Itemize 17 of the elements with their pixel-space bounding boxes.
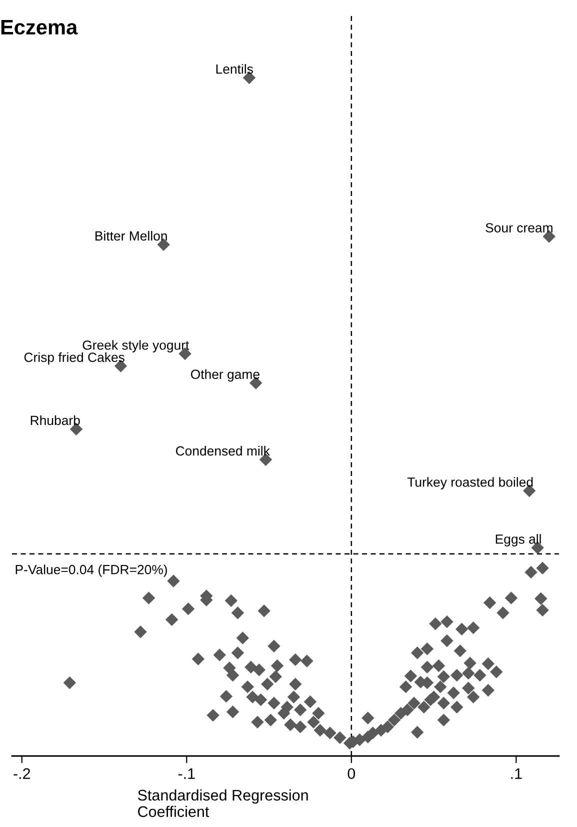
x-tick-label: 0: [348, 768, 356, 780]
x-tick-label: -.2: [14, 768, 30, 779]
x-axis-title: Standardised Regression Coefficient: [138, 789, 308, 818]
annotation: Crisp fried Cakes: [24, 352, 124, 365]
annotation: Lentils: [216, 64, 253, 74]
annotation: Rhubarb: [30, 415, 80, 426]
x-tick-label: -.1: [178, 768, 195, 779]
annotation: P-Value=0.04 (FDR=20%): [16, 564, 167, 577]
annotation: Eggs all: [496, 534, 541, 546]
annotation: Condensed milk: [176, 446, 270, 456]
annotation: Bitter Mellon: [96, 230, 167, 241]
chart-title: Eczema: [1, 20, 78, 35]
annotation: Turkey roasted boiled: [407, 477, 533, 490]
annotation: Sour cream: [486, 223, 552, 232]
x-tick-label: .1: [511, 768, 522, 779]
annotation: Other game: [190, 369, 260, 382]
annotation: Greek style yogurt: [82, 340, 190, 352]
